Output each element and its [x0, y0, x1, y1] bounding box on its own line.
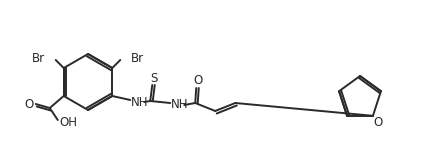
Text: NH: NH — [131, 95, 148, 109]
Text: OH: OH — [60, 115, 78, 128]
Text: NH: NH — [170, 98, 188, 112]
Text: S: S — [151, 72, 158, 85]
Text: O: O — [373, 116, 382, 129]
Text: Br: Br — [32, 52, 45, 64]
Text: O: O — [193, 75, 203, 88]
Text: O: O — [24, 98, 33, 112]
Text: Br: Br — [131, 52, 144, 64]
